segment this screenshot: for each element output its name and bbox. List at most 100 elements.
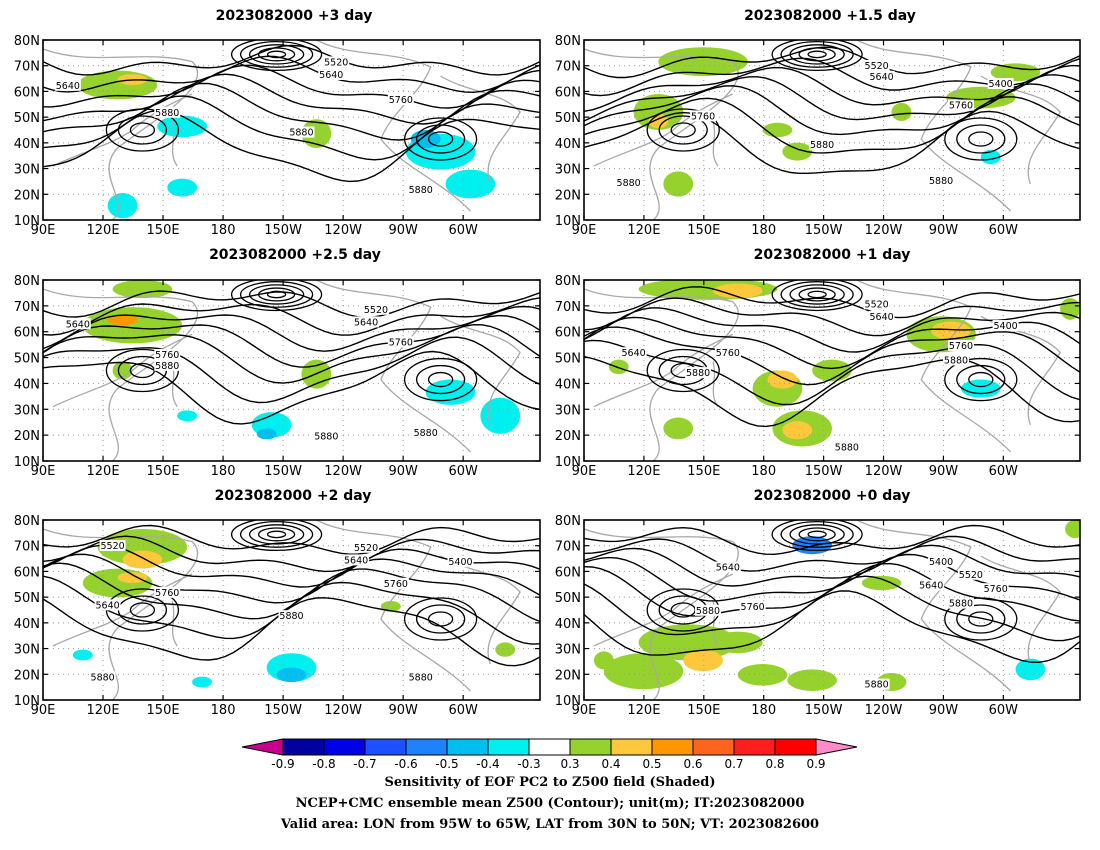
z500-contour xyxy=(584,286,1080,319)
z500-closed-contour xyxy=(771,520,863,552)
map-area: 5520 5640 5400 5760 5640 5760 5880 5880 5880 xyxy=(584,280,1080,461)
map-frame xyxy=(42,279,541,462)
lat-tick-label: 50N xyxy=(14,352,40,367)
z500-contour xyxy=(584,46,1080,79)
lat-tick-label: 80N xyxy=(14,274,40,289)
lat-tick-label: 70N xyxy=(555,300,581,315)
lat-tick-label: 20N xyxy=(14,188,40,203)
lat-tick-label: 40N xyxy=(555,137,581,152)
lat-tick-label: 30N xyxy=(555,403,581,418)
colorbar-min-arrow xyxy=(241,738,284,756)
contour-label-bg xyxy=(714,561,741,573)
sensitivity-shade xyxy=(177,410,198,422)
z500-closed-contour xyxy=(105,108,180,152)
lon-tick-label: 180 xyxy=(751,464,776,479)
contour-label: 5760 xyxy=(155,588,179,599)
lon-tick-label: 120E xyxy=(627,223,660,238)
contour-label: 5760 xyxy=(741,602,765,613)
sensitivity-shade xyxy=(301,119,332,148)
lat-tick-label: 80N xyxy=(555,274,581,289)
z500-contour xyxy=(43,305,540,352)
coastline xyxy=(856,520,1012,692)
contour-label-bg xyxy=(288,126,315,138)
sensitivity-shade xyxy=(82,307,183,344)
colorbar-swatch xyxy=(569,738,612,756)
contour-label: 5640 xyxy=(66,319,90,330)
contour-label: 5880 xyxy=(155,108,179,119)
z500-closed-contour xyxy=(956,604,1006,634)
footer-line-1: Sensitivity of EOF PC2 to Z500 field (Sh… xyxy=(384,775,716,790)
sensitivity-shade xyxy=(112,361,133,380)
contour-label-bg xyxy=(447,556,474,568)
map-panel-6: 5640 5400 5520 5640 5760 5880 5760 5880 5880 80N 7… xyxy=(555,514,1081,718)
z500-closed-contour xyxy=(230,280,323,312)
lat-tick-label: 60N xyxy=(555,326,581,341)
sensitivity-shade xyxy=(157,115,208,138)
contour-label-bg xyxy=(94,599,121,611)
colorbar-swatch xyxy=(487,738,530,756)
lon-tick-label: 120W xyxy=(324,703,362,718)
contour-label-bg xyxy=(809,139,836,151)
sensitivity-shade xyxy=(82,568,153,598)
map-panel-1: 5640 5520 5640 5760 5880 5880 5880 80N 70N 60N 50N… xyxy=(14,34,541,238)
z500-contour xyxy=(43,575,540,645)
coastline xyxy=(593,93,734,167)
contour-label-bg xyxy=(407,184,434,196)
coastline xyxy=(584,528,739,700)
contour-label: 5880 xyxy=(686,368,710,379)
contour-label-bg xyxy=(99,540,126,551)
map-area: 5640 5400 5520 5640 5760 5880 5760 5880 5880 xyxy=(584,520,1080,700)
contour-label: 5760 xyxy=(949,101,973,112)
contour-label: 5760 xyxy=(389,95,413,106)
sensitivity-shade xyxy=(192,676,212,688)
panel-title: 2023082000 +2 day xyxy=(214,488,372,504)
lon-tick-label: 120E xyxy=(627,464,660,479)
z500-closed-contour xyxy=(230,520,323,552)
contour-label: 5880 xyxy=(279,611,303,622)
contour-label-bg xyxy=(318,69,345,80)
z500-contour xyxy=(43,350,540,425)
panel-title: 2023082000 +1 day xyxy=(753,247,911,263)
coastline xyxy=(980,555,1061,665)
contour-label: 5400 xyxy=(989,79,1013,90)
z500-closed-contour xyxy=(807,290,827,299)
z500-contour xyxy=(43,323,540,384)
panel-title: 2023082000 +3 day xyxy=(215,8,373,24)
contour-label-bg xyxy=(868,311,895,323)
contour-label: 5880 xyxy=(617,178,641,189)
contour-label-bg xyxy=(868,70,895,82)
contour-label: 5760 xyxy=(949,341,973,352)
sensitivity-shade xyxy=(683,649,723,672)
colorbar-max-arrow xyxy=(815,738,858,756)
sensitivity-shade xyxy=(633,94,684,130)
lon-tick-label: 150E xyxy=(687,703,720,718)
z500-contour xyxy=(43,55,540,94)
lon-tick-label: 60W xyxy=(989,703,1019,718)
lat-tick-label: 70N xyxy=(14,60,40,75)
contour-label-bg xyxy=(278,610,305,622)
sensitivity-shade xyxy=(782,142,813,161)
lon-tick-label: 60W xyxy=(448,464,478,479)
contour-label: 5880 xyxy=(865,680,889,691)
contour-label-bg xyxy=(412,426,439,438)
lon-tick-label: 150W xyxy=(805,464,843,479)
lat-tick-label: 50N xyxy=(14,111,40,126)
sensitivity-shade xyxy=(663,171,694,197)
contour-label-bg xyxy=(928,556,955,568)
lat-tick-label: 80N xyxy=(555,34,581,49)
lon-tick-label: 120E xyxy=(87,223,120,238)
sensitivity-shade xyxy=(256,428,277,440)
z500-closed-contour xyxy=(968,611,994,627)
z500-closed-contour xyxy=(257,47,296,62)
contour-label: 5760 xyxy=(691,111,715,122)
contour-label: 5880 xyxy=(944,355,968,366)
contour-label: 5640 xyxy=(919,581,943,592)
sensitivity-shade xyxy=(480,397,521,434)
lat-tick-label: 30N xyxy=(14,643,40,658)
contour-label-bg xyxy=(863,678,890,690)
sensitivity-shade xyxy=(107,314,138,326)
contour-label: 5880 xyxy=(929,176,953,187)
lat-tick-label: 50N xyxy=(14,591,40,606)
map-panel-4: 5520 5640 5400 5760 5640 5760 5880 5880 5880 80N 7… xyxy=(555,274,1081,479)
contour-label: 5640 xyxy=(344,555,368,566)
